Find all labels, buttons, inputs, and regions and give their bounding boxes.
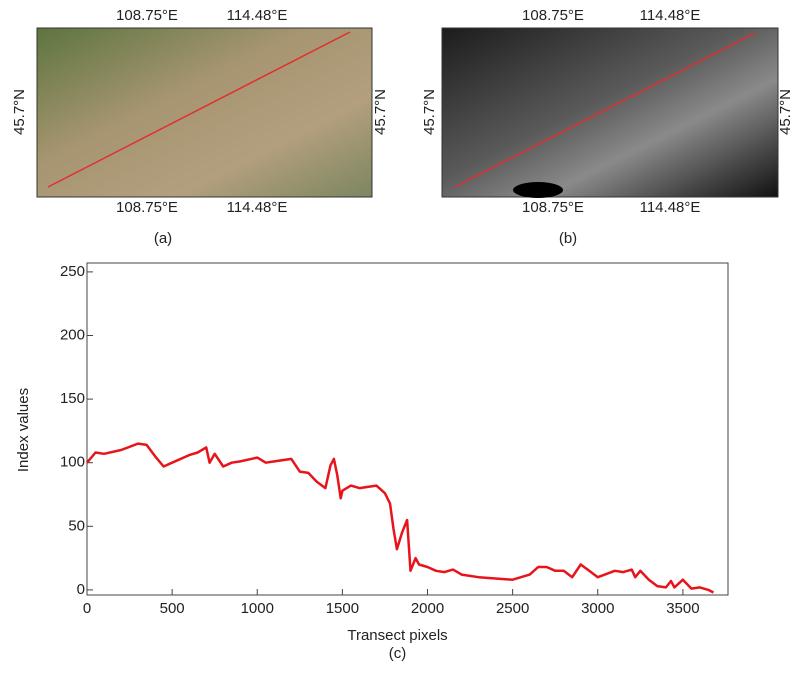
y-tick-label: 150 <box>60 390 85 407</box>
right-coord-label: 45.7°N <box>777 89 794 135</box>
image-b <box>441 27 779 198</box>
x-axis-label: Transect pixels <box>347 627 447 644</box>
top-coord-label: 108.75°E <box>116 7 178 24</box>
y-tick-label: 200 <box>60 326 85 343</box>
x-tick-label: 3500 <box>666 600 699 617</box>
right-coord-label: 45.7°N <box>372 89 389 135</box>
image-a <box>36 27 373 198</box>
y-tick-label: 100 <box>60 454 85 471</box>
top-coord-label: 114.48°E <box>227 7 288 24</box>
data-line <box>86 442 715 594</box>
plot-frame <box>86 262 729 596</box>
x-tick-label: 500 <box>160 600 185 617</box>
y-tick-label: 250 <box>60 263 85 280</box>
bottom-coord-label: 108.75°E <box>116 199 178 216</box>
x-tick-label: 0 <box>83 600 91 617</box>
top-coord-label: 108.75°E <box>522 7 584 24</box>
x-tick-label: 2500 <box>496 600 529 617</box>
x-tick-label: 1500 <box>326 600 359 617</box>
top-coord-label: 114.48°E <box>640 7 701 24</box>
x-tick-label: 1000 <box>241 600 274 617</box>
x-tick-label: 3000 <box>581 600 614 617</box>
panel-caption: (a) <box>154 230 172 247</box>
caption: (c) <box>389 645 407 662</box>
x-tick-label: 2000 <box>411 600 444 617</box>
y-axis-label: Index values <box>15 388 32 472</box>
left-coord-label: 45.7°N <box>421 89 438 135</box>
bottom-coord-label: 114.48°E <box>640 199 701 216</box>
y-tick-label: 50 <box>68 517 85 534</box>
panel-caption: (b) <box>559 230 577 247</box>
bottom-coord-label: 108.75°E <box>522 199 584 216</box>
left-coord-label: 45.7°N <box>11 89 28 135</box>
bottom-coord-label: 114.48°E <box>227 199 288 216</box>
y-tick-label: 0 <box>77 581 85 598</box>
